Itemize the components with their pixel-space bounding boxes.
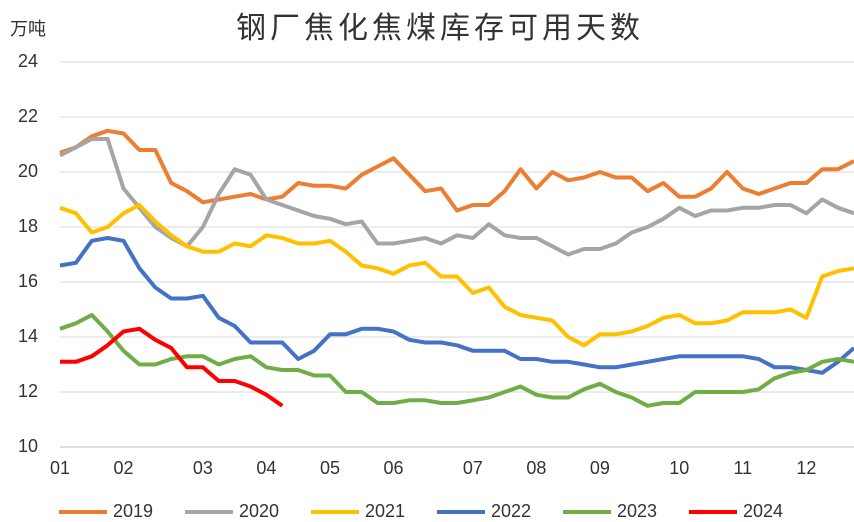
legend-label: 2021 xyxy=(365,501,405,521)
y-tick-label: 14 xyxy=(18,326,38,346)
series-line xyxy=(59,236,854,375)
y-tick-label: 16 xyxy=(18,271,38,291)
x-tick-label: 09 xyxy=(590,458,610,478)
x-tick-label: 03 xyxy=(193,458,213,478)
legend-label: 2024 xyxy=(743,501,783,521)
x-tick-label: 06 xyxy=(383,458,403,478)
x-tick-label: 07 xyxy=(463,458,483,478)
y-tick-label: 10 xyxy=(18,436,38,456)
x-tick-label: 01 xyxy=(50,458,70,478)
y-tick-label: 12 xyxy=(18,381,38,401)
series-line xyxy=(59,128,854,213)
y-axis-label: 万吨 xyxy=(10,19,46,39)
chart-title: 钢厂焦化焦煤库存可用天数 xyxy=(236,12,644,45)
series-line xyxy=(60,326,284,408)
y-tick-label: 18 xyxy=(18,216,38,236)
x-tick-label: 02 xyxy=(114,458,134,478)
x-tick-label: 04 xyxy=(256,458,276,478)
x-tick-label: 08 xyxy=(526,458,546,478)
x-tick-label: 10 xyxy=(669,458,689,478)
y-tick-label: 24 xyxy=(18,51,38,71)
series-line xyxy=(59,137,854,257)
y-tick-label: 22 xyxy=(18,106,38,126)
legend-label: 2019 xyxy=(113,501,153,521)
x-tick-label: 05 xyxy=(320,458,340,478)
x-tick-label: 12 xyxy=(796,458,816,478)
legend-label: 2020 xyxy=(239,501,279,521)
x-tick-label: 11 xyxy=(733,458,752,478)
legend-label: 2022 xyxy=(491,501,531,521)
series-line xyxy=(59,313,854,408)
series-line xyxy=(59,203,854,348)
y-tick-label: 20 xyxy=(18,161,38,181)
legend-label: 2023 xyxy=(617,501,657,521)
